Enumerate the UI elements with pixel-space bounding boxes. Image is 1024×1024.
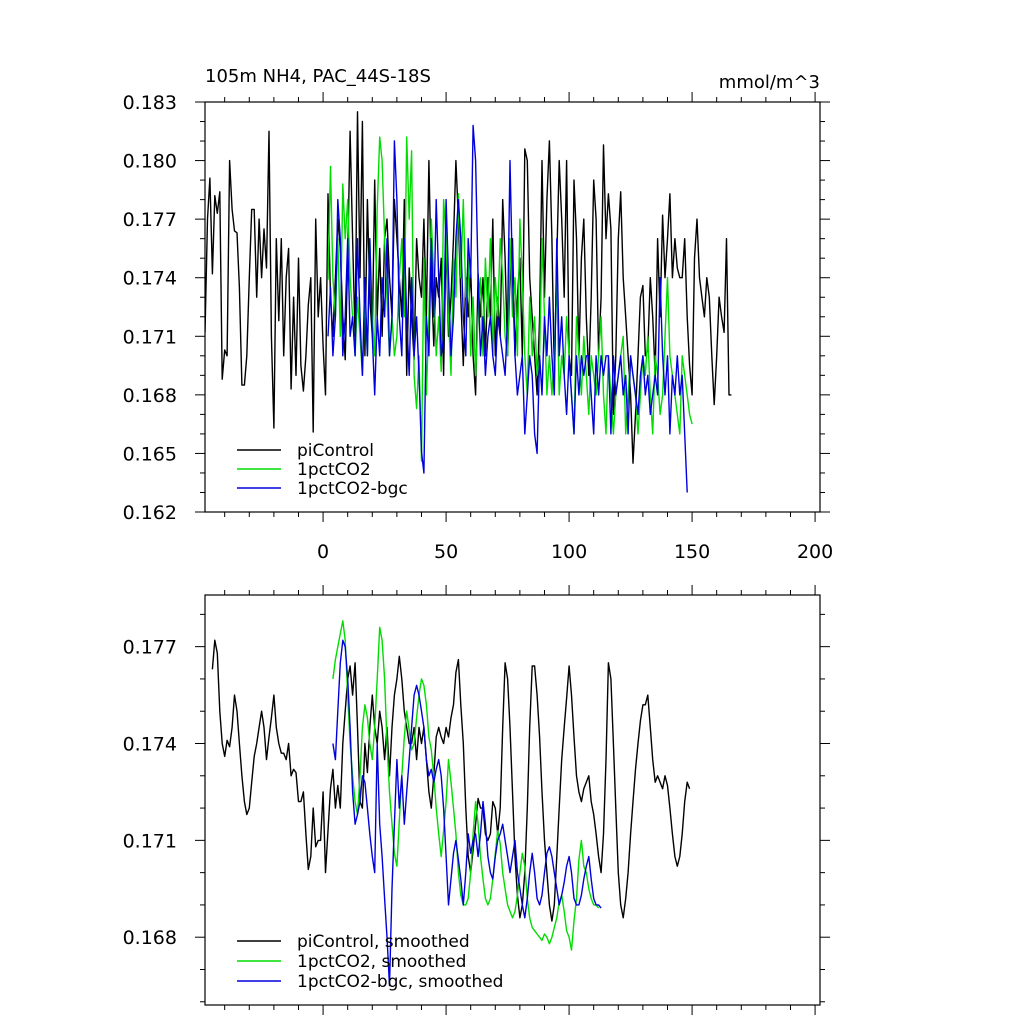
bottom-panel: 0.168 0.171 0.174 0.177 piControl, smoothed…: [123, 585, 830, 1015]
top-panel-title: 105m NH4, PAC_44S-18S: [205, 66, 431, 87]
series-line-1pctco2-bgc: [327, 124, 688, 493]
legend-label: piControl: [297, 441, 374, 461]
top-panel-frame: [204, 101, 821, 513]
x-tick-label: 100: [551, 541, 587, 563]
series-line-picontrol-smoothed: [211, 639, 691, 922]
legend-label: piControl, smoothed: [297, 932, 470, 952]
y-tick-label: 0.174: [123, 268, 177, 290]
y-tick-label: 0.177: [123, 637, 177, 659]
x-tick-label: 200: [797, 541, 833, 563]
legend-label: 1pctCO2-bgc, smoothed: [297, 972, 503, 992]
series-line-1pctco2-bgc-smoothed: [332, 639, 602, 987]
legend-label: 1pctCO2-bgc: [297, 479, 408, 499]
y-tick-label: 0.168: [123, 385, 177, 407]
y-tick-label: 0.183: [123, 92, 177, 114]
y-tick-label: 0.168: [123, 927, 177, 949]
y-tick-label: 0.162: [123, 502, 177, 524]
y-tick-label: 0.174: [123, 734, 177, 756]
legend-label: 1pctCO2, smoothed: [297, 952, 466, 972]
series-line-picontrol: [205, 111, 732, 464]
top-panel-series-lines: [205, 111, 732, 493]
bottom-panel-series-lines: [211, 620, 691, 987]
y-tick-label: 0.171: [123, 326, 177, 348]
x-tick-label: 0: [317, 541, 329, 563]
top-panel-ticks: 0 50 100 150 200 0.162 0.165 0.168 0.171 0.174 0.1…: [123, 92, 833, 563]
y-tick-label: 0.180: [123, 151, 177, 173]
top-panel: 105m NH4, PAC_44S-18S mmol/m^3 0 50 100 150…: [123, 66, 834, 563]
y-tick-label: 0.177: [123, 209, 177, 231]
y-tick-label: 0.165: [123, 443, 177, 465]
y-tick-label: 0.171: [123, 830, 177, 852]
series-line-1pctco2-smoothed: [332, 620, 600, 951]
legend-label: 1pctCO2: [297, 460, 371, 480]
top-panel-units: mmol/m^3: [719, 72, 820, 93]
bottom-panel-ticks: 0.168 0.171 0.174 0.177: [123, 585, 830, 1015]
x-tick-label: 150: [674, 541, 710, 563]
bottom-panel-frame: [204, 594, 821, 1006]
x-tick-label: 50: [434, 541, 458, 563]
